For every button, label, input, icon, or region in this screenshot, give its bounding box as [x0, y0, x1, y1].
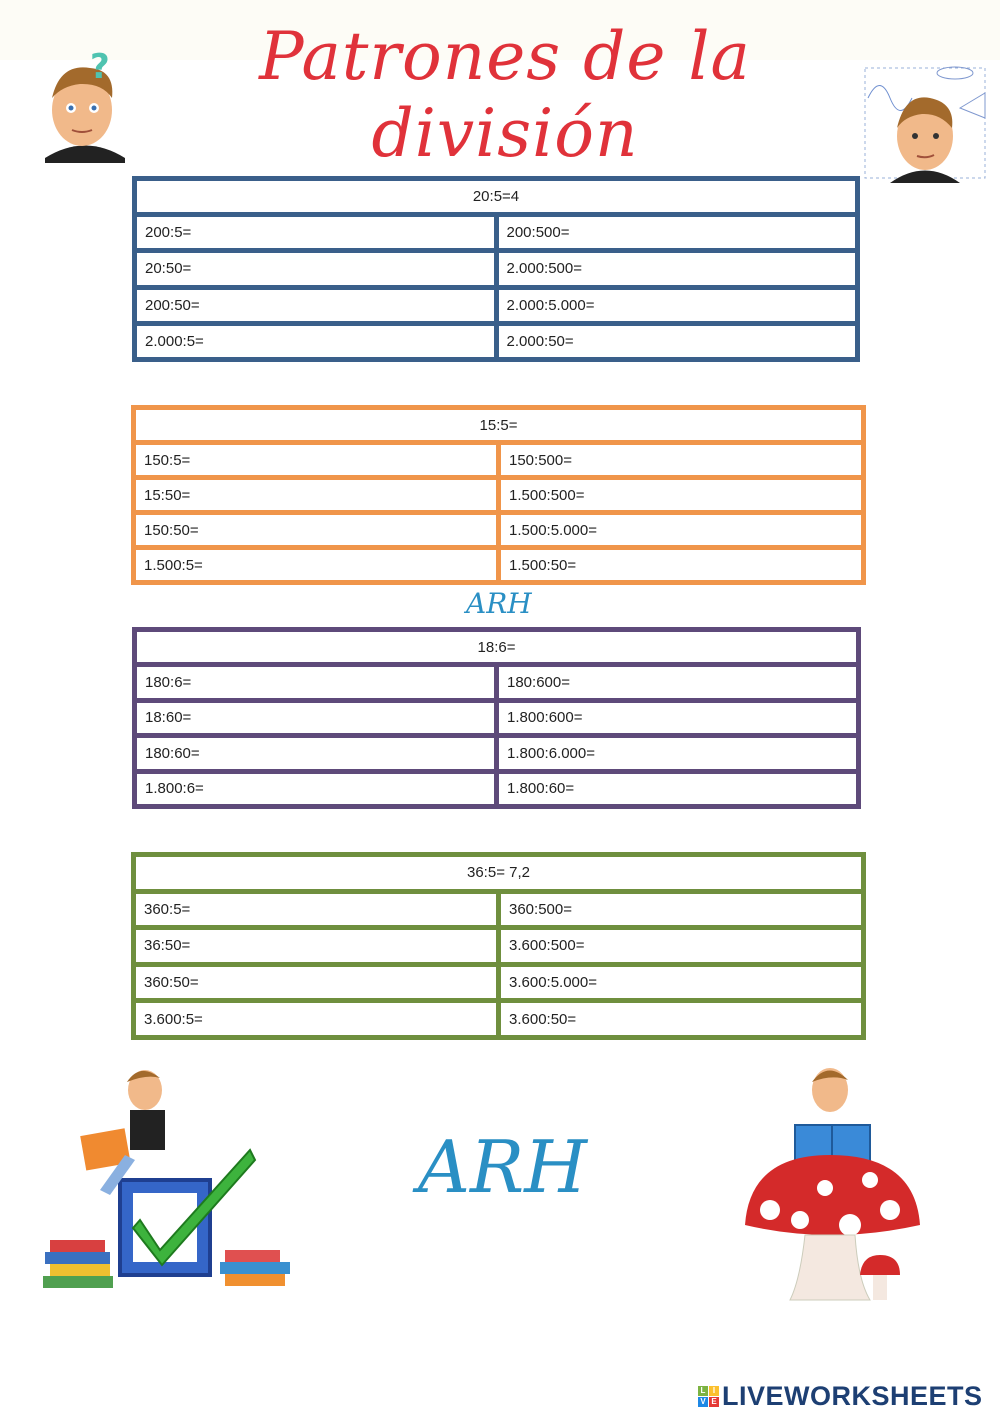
table-row: 180:6= 180:600= — [132, 662, 861, 703]
table-row: 3.600:5= 3.600:50= — [131, 998, 866, 1040]
exercise-cell[interactable]: 2.000:5.000= — [493, 284, 860, 326]
exercise-cell[interactable]: 36:50= — [131, 925, 501, 967]
header-band — [0, 0, 1000, 60]
exercise-cell[interactable]: 18:60= — [132, 697, 499, 739]
table-header: 36:5= 7,2 — [131, 852, 866, 894]
exercise-cell[interactable]: 1.800:60= — [494, 768, 861, 810]
exercise-cell[interactable]: 1.500:5= — [131, 545, 501, 585]
table-row: 36:50= 3.600:500= — [131, 925, 866, 967]
table-row: 18:60= 1.800:600= — [132, 697, 861, 739]
table-row: 1.500:5= 1.500:50= — [131, 545, 866, 585]
exercise-cell[interactable]: 180:60= — [132, 733, 499, 774]
logo-icon: L I V E — [698, 1386, 719, 1407]
table-row: 150:50= 1.500:5.000= — [131, 510, 866, 550]
exercise-cell[interactable]: 2.000:5= — [132, 320, 499, 363]
liveworksheets-logo[interactable]: L I V E LIVEWORKSHEETS — [698, 1381, 983, 1412]
table-header: 20:5=4 — [132, 175, 860, 218]
avatar-math — [864, 66, 986, 183]
exercise-cell[interactable]: 360:5= — [131, 888, 501, 931]
exercise-cell[interactable]: 1.500:5.000= — [496, 510, 866, 550]
avatar-reading-checkmark — [43, 1070, 290, 1288]
exercise-cell[interactable]: 3.600:5= — [131, 998, 501, 1040]
exercise-cell[interactable]: 150:50= — [131, 510, 501, 550]
table-row: 15:50= 1.500:500= — [131, 475, 866, 515]
signature-large: ARH — [418, 1125, 587, 1209]
avatar-mushroom — [745, 1068, 920, 1301]
table-row: 360:50= 3.600:5.000= — [131, 961, 866, 1004]
exercise-cell[interactable]: 360:50= — [131, 961, 501, 1004]
exercise-cell[interactable]: 3.600:5.000= — [496, 961, 866, 1004]
exercise-cell[interactable]: 1.800:600= — [494, 697, 861, 739]
exercise-cell[interactable]: 3.600:50= — [496, 998, 866, 1040]
signature-small: ARH — [466, 587, 532, 620]
table-row: 20:50= 2.000:500= — [132, 248, 860, 290]
exercise-cell[interactable]: 150:5= — [131, 440, 501, 480]
exercise-cell[interactable]: 1.500:500= — [496, 475, 866, 515]
exercise-cell[interactable]: 200:50= — [132, 284, 499, 326]
exercise-cell[interactable]: 360:500= — [496, 888, 866, 931]
exercise-cell[interactable]: 200:5= — [132, 212, 499, 254]
table-row: 360:5= 360:500= — [131, 888, 866, 931]
exercise-cell[interactable]: 1.800:6= — [132, 768, 499, 810]
exercise-cell[interactable]: 180:6= — [132, 662, 499, 703]
exercise-table-green: 36:5= 7,2 360:5= 360:500= 36:50= 3.600:500= 3… — [131, 852, 866, 1040]
exercise-cell[interactable]: 2.000:500= — [493, 248, 860, 290]
exercise-cell[interactable]: 1.800:6.000= — [494, 733, 861, 774]
table-header: 15:5= — [131, 405, 866, 445]
avatar-thinking: ? — [45, 48, 125, 163]
exercise-cell[interactable]: 3.600:500= — [496, 925, 866, 967]
exercise-table-purple: 18:6= 180:6= 180:600= 18:60= 1.800:600= 180:6… — [132, 626, 861, 810]
exercise-cell[interactable]: 200:500= — [493, 212, 860, 254]
exercise-cell[interactable]: 20:50= — [132, 248, 499, 290]
exercise-cell[interactable]: 180:600= — [494, 662, 861, 703]
table-row: 2.000:5= 2.000:50= — [132, 320, 860, 363]
logo-text: LIVEWORKSHEETS — [722, 1381, 983, 1411]
exercise-table-orange: 15:5= 150:5= 150:500= 15:50= 1.500:500= 150:5… — [131, 405, 866, 585]
table-row: 150:5= 150:500= — [131, 440, 866, 480]
exercise-cell[interactable]: 1.500:50= — [496, 545, 866, 585]
table-row: 200:50= 2.000:5.000= — [132, 284, 860, 326]
exercise-table-blue: 20:5=4 200:5= 200:500= 20:50= 2.000:500= 200:… — [132, 175, 860, 363]
exercise-cell[interactable]: 15:50= — [131, 475, 501, 515]
table-header: 18:6= — [132, 626, 861, 668]
page-title: Patrones de la división — [259, 18, 751, 172]
exercise-cell[interactable]: 150:500= — [496, 440, 866, 480]
svg-text:?: ? — [90, 48, 110, 87]
table-row: 180:60= 1.800:6.000= — [132, 733, 861, 774]
table-row: 1.800:6= 1.800:60= — [132, 768, 861, 810]
table-row: 200:5= 200:500= — [132, 212, 860, 254]
exercise-cell[interactable]: 2.000:50= — [493, 320, 860, 363]
